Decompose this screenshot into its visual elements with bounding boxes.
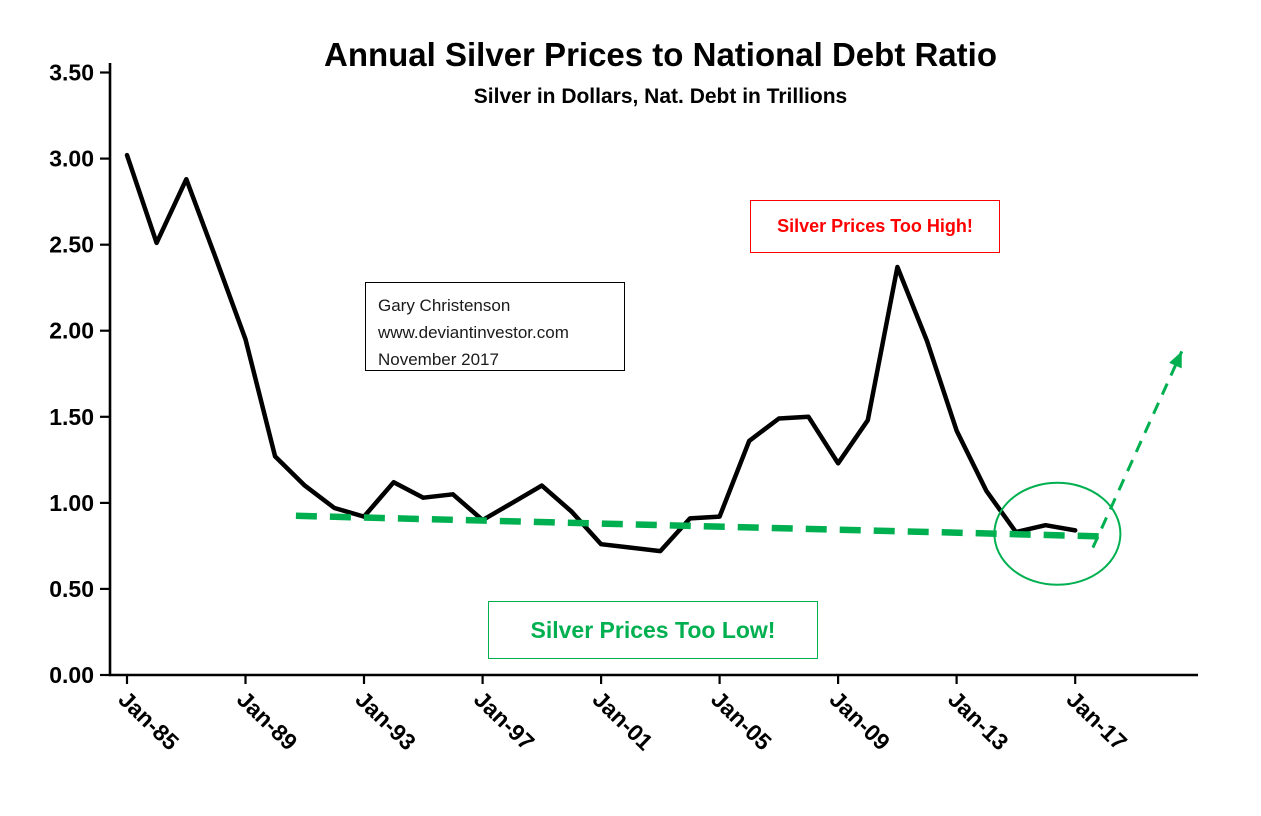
x-tick-label: Jan-01 [588, 686, 659, 755]
chart-subtitle: Silver in Dollars, Nat. Debt in Trillion… [473, 85, 848, 108]
price-line [124, 152, 1078, 554]
credit-date: November 2017 [378, 350, 499, 369]
x-tick-label: Jan-85 [114, 686, 185, 755]
y-tick-label: 2.00 [49, 318, 94, 344]
chart-title: Annual Silver Prices to National Debt Ra… [324, 36, 997, 73]
y-tick-label: 1.00 [49, 490, 94, 516]
y-tick-label: 3.00 [49, 146, 94, 172]
too-high-label: Silver Prices Too High! [777, 216, 973, 236]
y-tick-label: 0.00 [49, 662, 94, 688]
x-tick-label: Jan-97 [469, 686, 539, 755]
x-tick-label: Jan-93 [351, 686, 421, 755]
highlight-circle [993, 481, 1122, 586]
y-tick-label: 1.50 [49, 404, 94, 430]
y-tick-label: 3.50 [49, 60, 94, 86]
axis-lines [108, 63, 1198, 677]
x-tick-label: Jan-09 [825, 686, 895, 755]
y-tick-label: 0.50 [49, 576, 94, 602]
credit-author: Gary Christenson [378, 296, 511, 315]
credit-website: www.deviantinvestor.com [378, 323, 569, 342]
credit-box: Gary Christenson www.deviantinvestor.com… [365, 282, 625, 371]
x-tick-label: Jan-17 [1062, 686, 1132, 755]
y-tick-label: 2.50 [49, 232, 94, 258]
x-tick-label: Jan-13 [943, 686, 1013, 755]
too-low-callout: Silver Prices Too Low! [488, 601, 818, 659]
arrow-head-icon [1169, 351, 1182, 369]
x-tick-label: Jan-89 [232, 686, 302, 755]
forecast-arrow [1091, 350, 1184, 549]
x-tick-label: Jan-05 [706, 686, 777, 755]
too-low-label: Silver Prices Too Low! [530, 616, 776, 643]
too-high-callout: Silver Prices Too High! [750, 200, 1000, 253]
